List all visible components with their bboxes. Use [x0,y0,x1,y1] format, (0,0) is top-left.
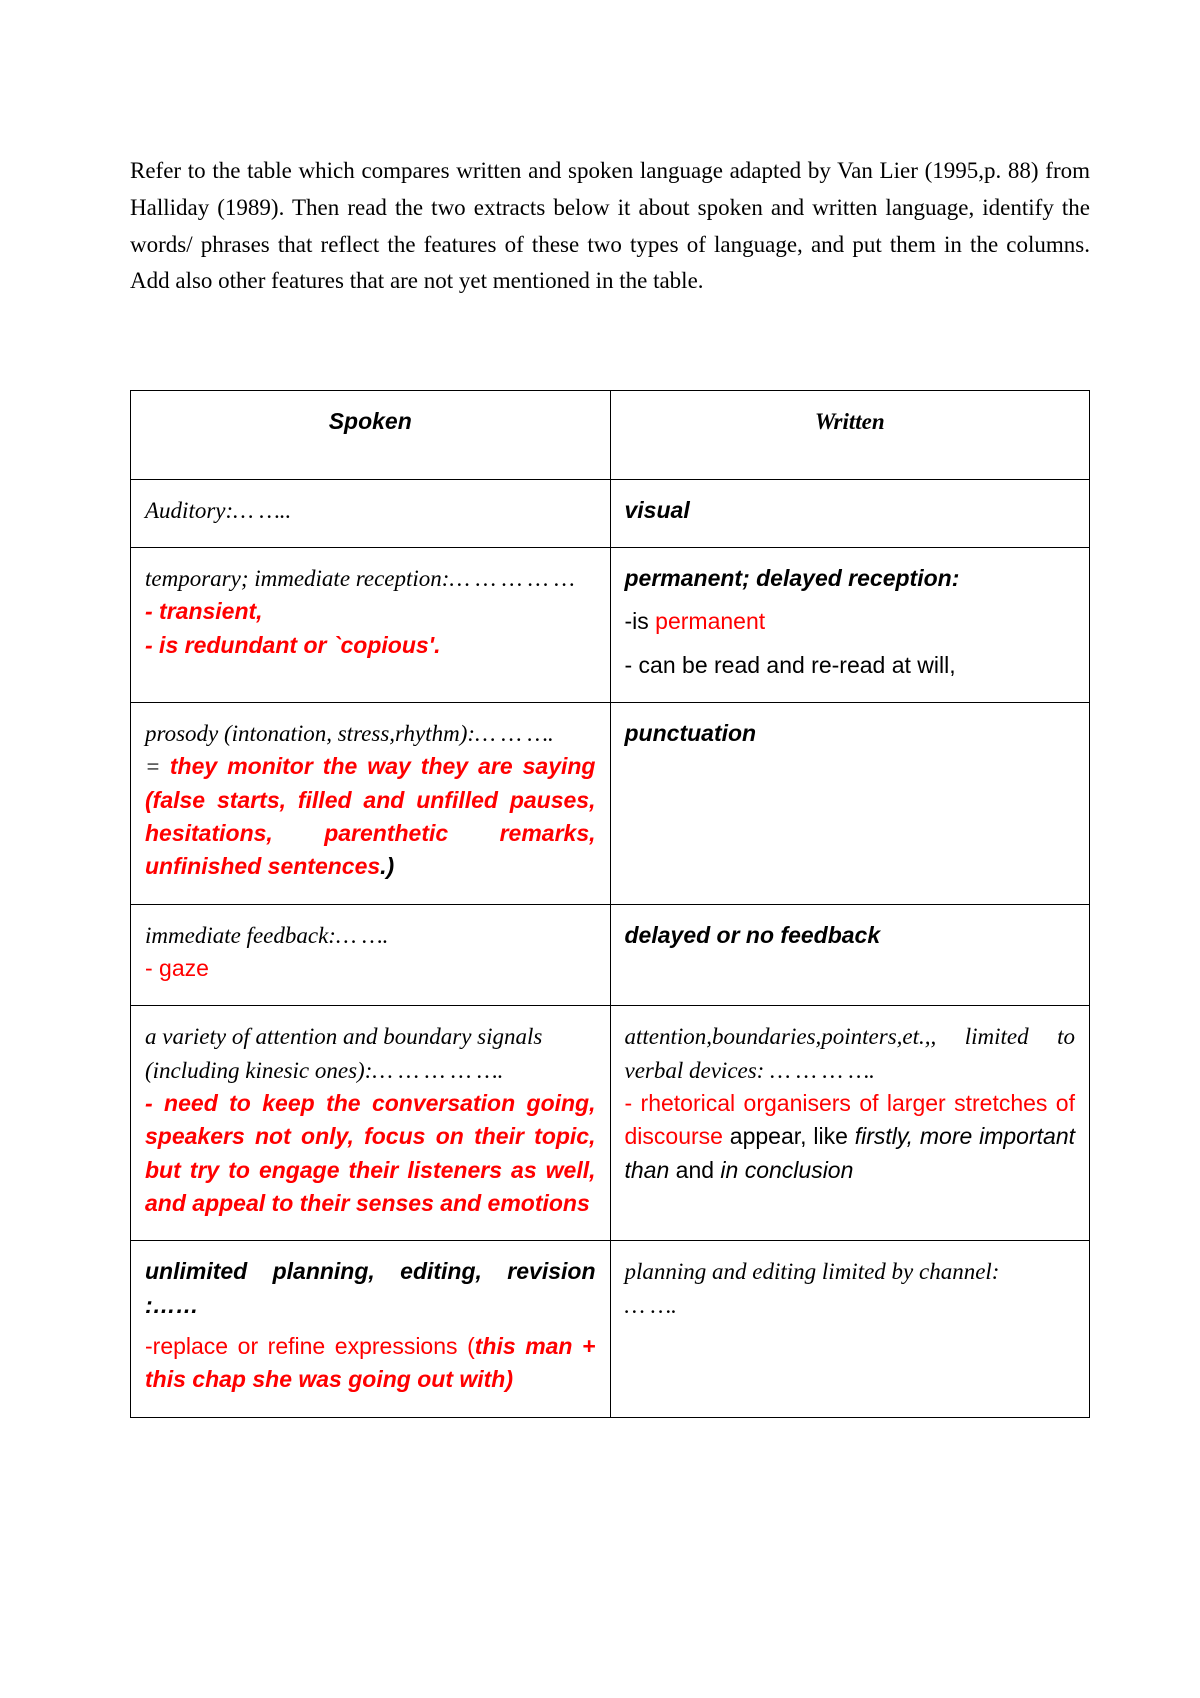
intro-paragraph: Refer to the table which compares writte… [130,153,1090,300]
cell-feedback-spoken: immediate feedback:… …. - gaze [131,904,611,1006]
label: immediate feedback:… …. [145,919,596,952]
bullet: - is redundant or `copious'. [145,629,596,662]
label: delayed or no feedback [625,922,881,948]
cell-prosody-written: punctuation [610,702,1090,904]
table-header-row: Spoken Written [131,391,1090,479]
text-and: and [669,1157,720,1183]
row-planning: unlimited planning, editing, revision :…… [131,1241,1090,1417]
label-line-a: a variety of attention and boundary sign… [145,1020,596,1053]
row-prosody: prosody (intonation, stress,rhythm):… … … [131,702,1090,904]
tail: .) [380,853,394,879]
eq: = [145,754,170,779]
bullet: - gaze [145,952,596,985]
bullet: - transient, [145,595,596,628]
label: attention,boundaries,pointers,et.,, limi… [625,1020,1076,1087]
dots: … …. [625,1289,1076,1322]
comparison-table: Spoken Written Auditory:… ….. visual tem… [130,390,1090,1418]
row-boundary: a variety of attention and boundary sign… [131,1006,1090,1241]
cell-prosody-spoken: prosody (intonation, stress,rhythm):… … … [131,702,611,904]
cell-boundary-written: attention,boundaries,pointers,et.,, limi… [610,1006,1090,1241]
row-temporary: temporary; immediate reception:… … … … …… [131,547,1090,702]
row-feedback: immediate feedback:… …. - gaze delayed o… [131,904,1090,1006]
body: -replace or refine expressions (this man… [145,1330,596,1397]
body: = they monitor the way they are saying (… [145,750,596,883]
label: unlimited planning, editing, revision :…… [145,1255,596,1322]
page: Refer to the table which compares writte… [0,0,1200,1518]
header-spoken: Spoken [131,391,611,479]
label: temporary; immediate reception:… … … … … [145,562,596,595]
cell-feedback-written: delayed or no feedback [610,904,1090,1006]
header-written: Written [610,391,1090,479]
cell-auditory-written: visual [610,479,1090,547]
cell-temporary-written: permanent; delayed reception: -is perman… [610,547,1090,702]
label: visual [625,497,690,523]
cell-planning-written: planning and editing limited by channel:… [610,1241,1090,1417]
body-text: they monitor the way they are saying (fa… [145,753,596,879]
text-mid: appear, like [723,1123,855,1149]
body: - need to keep the conversation going, s… [145,1087,596,1220]
cell-auditory-spoken: Auditory:… ….. [131,479,611,547]
bullet: - can be read and re-read at will, [625,649,1076,682]
cell-planning-spoken: unlimited planning, editing, revision :…… [131,1241,611,1417]
text-red: permanent [655,608,765,634]
label: planning and editing limited by channel: [625,1255,1076,1288]
label: prosody (intonation, stress,rhythm):… … … [145,717,596,750]
text: -is [625,608,656,634]
cell-temporary-spoken: temporary; immediate reception:… … … … …… [131,547,611,702]
label: punctuation [625,720,757,746]
label: permanent; delayed reception: [625,562,1076,595]
label: Auditory:… ….. [145,498,291,523]
body: - rhetorical organisers of larger stretc… [625,1087,1076,1187]
label-line-b: (including kinesic ones):… … … … …. [145,1054,596,1087]
row-auditory: Auditory:… ….. visual [131,479,1090,547]
cell-boundary-spoken: a variety of attention and boundary sign… [131,1006,611,1241]
text-pre: -replace or refine expressions ( [145,1333,475,1359]
text-i2: in conclusion [720,1157,853,1183]
bullet: -is permanent [625,605,1076,638]
